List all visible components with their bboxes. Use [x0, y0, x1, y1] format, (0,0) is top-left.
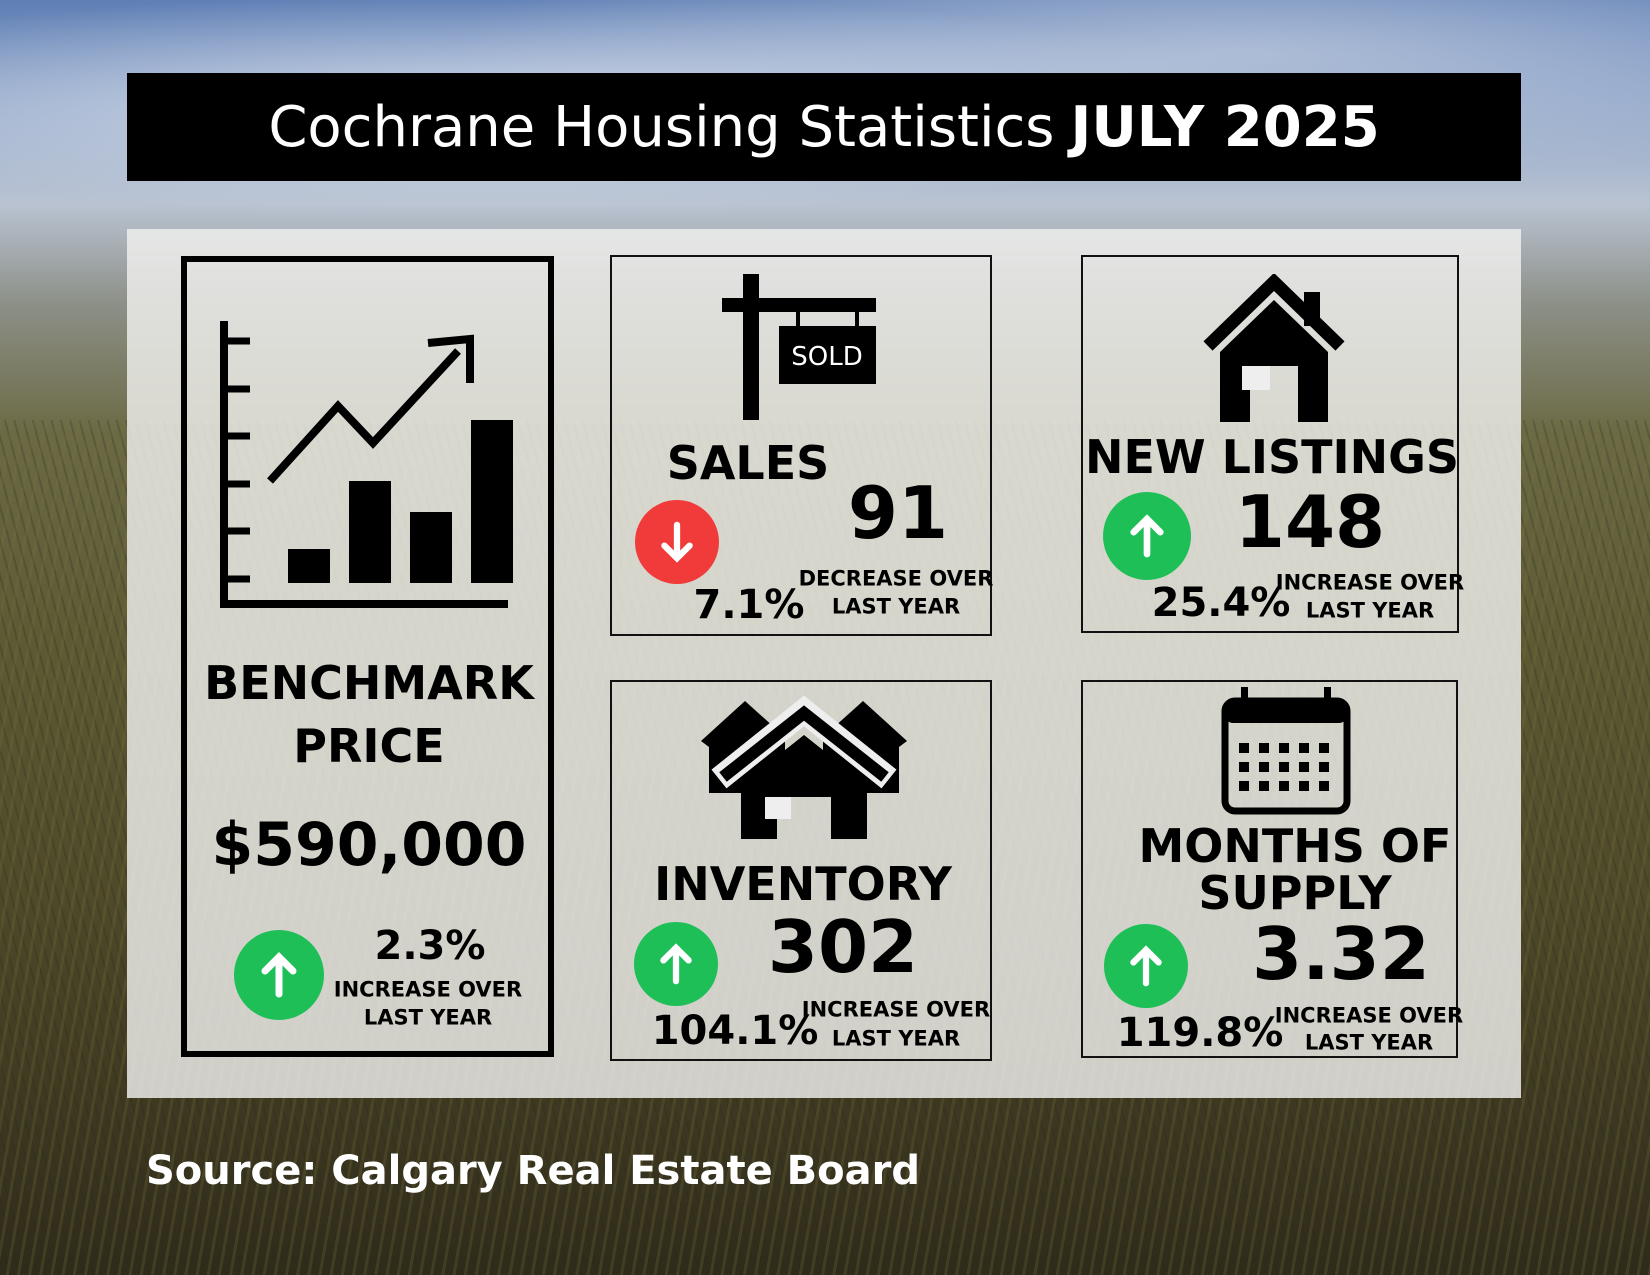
inventory-value: 302 — [767, 905, 919, 989]
benchmark-label-2: PRICE — [293, 719, 445, 773]
months-supply-label: MONTHS OF — [1138, 819, 1452, 873]
inventory-note: INCREASE OVER — [801, 997, 991, 1022]
arrow-up-icon — [234, 930, 324, 1020]
new-listings-card: NEW LISTINGS 148 25.4% INCREASE OVER LAS… — [1081, 255, 1464, 633]
new-listings-change: 25.4% — [1151, 580, 1291, 626]
arrow-down-icon — [635, 500, 719, 584]
chart-growth-icon — [220, 321, 513, 608]
months-supply-card: MONTHS OF SUPPLY 3.32 119.8% INCREASE OV… — [1081, 680, 1463, 1058]
new-listings-label: NEW LISTINGS — [1084, 430, 1460, 484]
arrow-up-icon — [634, 922, 718, 1006]
house-icon — [1203, 274, 1345, 422]
benchmark-card: BENCHMARK PRICE $590,000 2.3% INCREASE O… — [181, 256, 554, 1057]
inventory-note-2: LAST YEAR — [831, 1026, 961, 1051]
inventory-card: INVENTORY 302 104.1% INCREASE OVER LAST … — [610, 680, 992, 1061]
new-listings-note-2: LAST YEAR — [1305, 598, 1435, 623]
title-text: Cochrane Housing Statistics — [268, 94, 1055, 160]
inventory-change: 104.1% — [651, 1008, 819, 1054]
calendar-icon — [1221, 687, 1351, 815]
benchmark-change: 2.3% — [374, 923, 486, 969]
title-banner: Cochrane Housing Statistics JULY 2025 — [127, 73, 1521, 181]
sales-note: DECREASE OVER — [798, 566, 994, 591]
months-supply-note-2: LAST YEAR — [1304, 1030, 1434, 1055]
sold-sign-icon: SOLD — [722, 274, 876, 420]
sales-change: 7.1% — [693, 582, 805, 628]
new-listings-value: 148 — [1234, 480, 1386, 564]
svg-text:SOLD: SOLD — [791, 342, 862, 372]
inventory-label: INVENTORY — [654, 857, 952, 911]
benchmark-value: $590,000 — [211, 810, 527, 880]
arrow-up-icon — [1104, 924, 1188, 1008]
sales-note-2: LAST YEAR — [831, 594, 961, 619]
months-supply-label-2: SUPPLY — [1198, 866, 1392, 920]
houses-icon — [701, 695, 907, 839]
sales-card: SOLD SALES 91 7.1% DECREASE OVER LAST YE… — [610, 255, 994, 636]
source-credit: Source: Calgary Real Estate Board — [146, 1148, 920, 1194]
months-supply-value: 3.32 — [1252, 912, 1430, 996]
arrow-up-icon — [1103, 492, 1191, 580]
benchmark-label: BENCHMARK — [204, 656, 534, 710]
title-period: JULY 2025 — [1070, 94, 1380, 160]
sales-label: SALES — [666, 436, 830, 490]
sales-value: 91 — [847, 471, 949, 555]
benchmark-note: INCREASE OVER — [333, 977, 523, 1002]
months-supply-note: INCREASE OVER — [1274, 1003, 1464, 1028]
new-listings-note: INCREASE OVER — [1275, 570, 1465, 595]
months-supply-change: 119.8% — [1116, 1010, 1284, 1056]
benchmark-note-2: LAST YEAR — [363, 1005, 493, 1030]
